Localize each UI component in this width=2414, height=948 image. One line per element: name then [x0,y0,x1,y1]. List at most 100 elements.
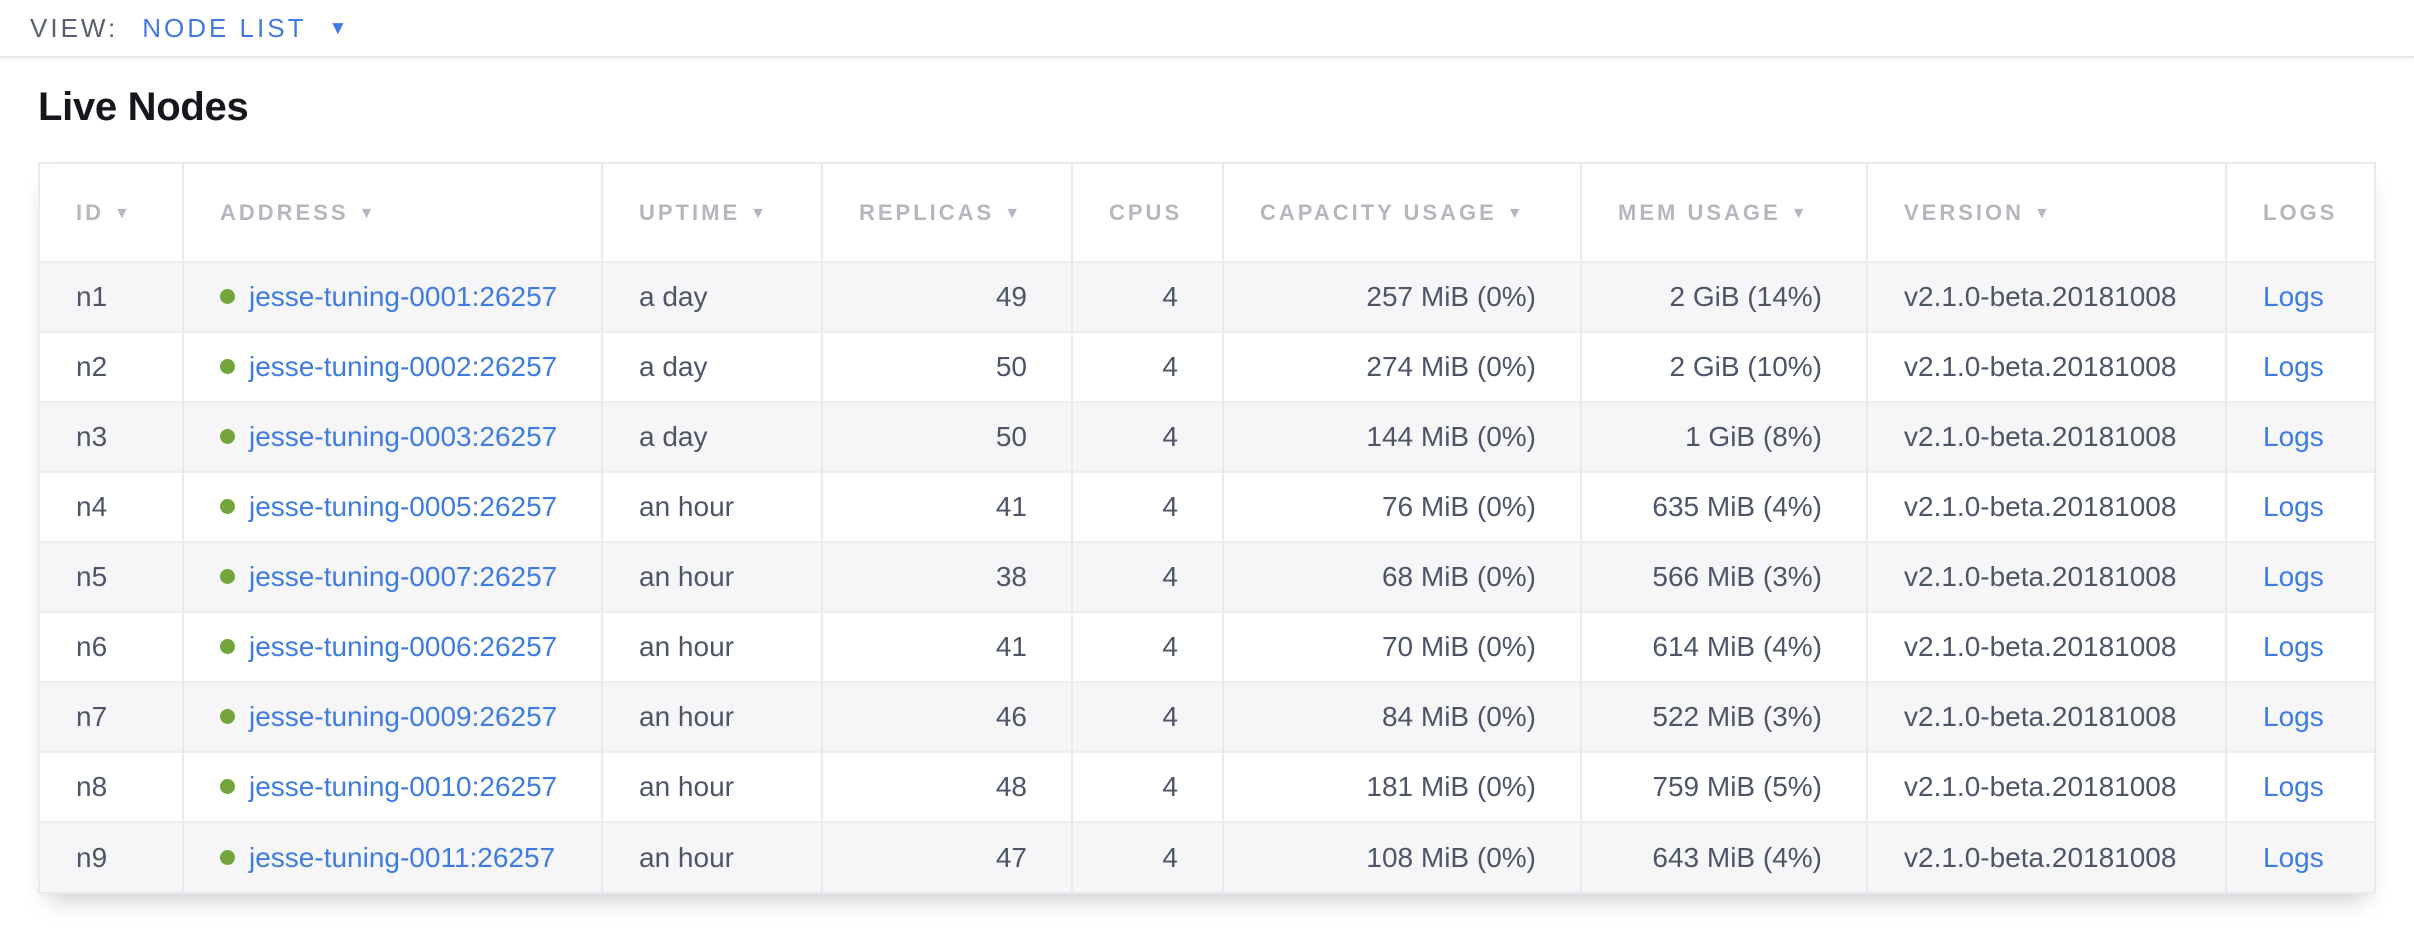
capacity-cell: 257 MiB (0%) [1222,262,1581,332]
column-header-label: UPTIME [639,199,741,225]
cpus-cell: 4 [1071,752,1223,822]
node-address-link[interactable]: jesse-tuning-0011:26257 [249,841,556,873]
node-logs-link[interactable]: Logs [2263,841,2324,873]
version-cell: v2.1.0-beta.20181008 [1866,542,2226,612]
node-logs-link[interactable]: Logs [2263,281,2324,312]
column-header-address[interactable]: ADDRESS ▼ [182,164,602,262]
uptime-cell: an hour [601,612,822,682]
node-logs-link[interactable]: Logs [2263,421,2324,452]
table-row: n5 jesse-tuning-0007:26257 an hour 38 4 68 Mi… [40,542,2374,612]
capacity-cell: 68 MiB (0%) [1222,542,1581,612]
node-address-link[interactable]: jesse-tuning-0002:26257 [249,351,558,382]
column-header-id[interactable]: ID ▼ [40,164,183,262]
logs-cell: Logs [2225,542,2374,612]
table-row: n7 jesse-tuning-0009:26257 an hour 46 4 84 Mi… [40,682,2374,752]
replicas-cell: 50 [821,402,1072,472]
version-cell: v2.1.0-beta.20181008 [1866,262,2226,332]
logs-cell: Logs [2225,472,2374,542]
column-header-label: ID [76,199,104,225]
capacity-cell: 274 MiB (0%) [1222,332,1581,402]
live-nodes-table: ID ▼ ADDRESS ▼ UPTIME ▼ REPLICAS ▼ CPUS CAPACITY … [40,164,2374,892]
logs-cell: Logs [2225,612,2374,682]
column-header-replicas[interactable]: REPLICAS ▼ [821,164,1072,262]
page-title: Live Nodes [38,85,249,129]
id-cell: n6 [76,631,108,662]
cpus-cell: 4 [1071,262,1223,332]
node-logs-link[interactable]: Logs [2263,491,2324,522]
replicas-cell: 46 [821,682,1072,752]
cpus-cell: 4 [1071,472,1223,542]
replicas-cell: 41 [821,472,1072,542]
node-address-link[interactable]: jesse-tuning-0010:26257 [249,771,558,802]
node-address-link[interactable]: jesse-tuning-0007:26257 [249,561,558,592]
cpus-cell: 4 [1071,682,1223,752]
node-logs-link[interactable]: Logs [2263,631,2324,662]
column-header-label: CPUS [1109,199,1183,225]
column-header-capacity[interactable]: CAPACITY USAGE ▼ [1222,164,1581,262]
node-status-healthy-icon [220,429,235,444]
replicas-cell: 50 [821,332,1072,402]
node-logs-link[interactable]: Logs [2263,771,2324,802]
address-cell: jesse-tuning-0010:26257 [182,752,602,822]
uptime-cell: an hour [601,682,822,752]
mem-cell: 2 GiB (14%) [1580,262,1867,332]
column-header-uptime[interactable]: UPTIME ▼ [601,164,822,262]
uptime-cell: an hour [601,822,822,892]
logs-cell: Logs [2225,682,2374,752]
table-row: n3 jesse-tuning-0003:26257 a day 50 4 144 MiB… [40,402,2374,472]
address-cell: jesse-tuning-0009:26257 [182,682,602,752]
node-logs-link[interactable]: Logs [2263,351,2324,382]
sort-desc-icon: ▼ [1004,204,1024,222]
node-address-link[interactable]: jesse-tuning-0003:26257 [249,421,558,452]
column-header-mem[interactable]: MEM USAGE ▼ [1580,164,1867,262]
version-cell: v2.1.0-beta.20181008 [1866,332,2226,402]
column-header-cpus: CPUS [1071,164,1223,262]
node-address-link[interactable]: jesse-tuning-0006:26257 [249,631,558,662]
replicas-cell: 48 [821,752,1072,822]
node-status-healthy-icon [220,359,235,374]
replicas-cell: 41 [821,612,1072,682]
id-cell: n2 [76,351,108,382]
sort-desc-icon: ▼ [358,204,378,222]
id-cell: n7 [76,701,108,732]
cpus-cell: 4 [1071,332,1223,402]
table-row: n6 jesse-tuning-0006:26257 an hour 41 4 70 Mi… [40,612,2374,682]
uptime-cell: a day [601,262,822,332]
id-cell: n4 [76,491,108,522]
version-cell: v2.1.0-beta.20181008 [1866,682,2226,752]
chevron-down-icon: ▼ [328,17,348,39]
sort-desc-icon: ▼ [750,204,769,222]
capacity-cell: 108 MiB (0%) [1222,822,1581,892]
capacity-cell: 144 MiB (0%) [1222,402,1581,472]
node-status-healthy-icon [220,499,235,514]
node-logs-link[interactable]: Logs [2263,561,2324,592]
uptime-cell: an hour [601,472,822,542]
node-address-link[interactable]: jesse-tuning-0001:26257 [249,281,558,312]
mem-cell: 566 MiB (3%) [1580,542,1867,612]
logs-cell: Logs [2225,262,2374,332]
id-cell: n5 [76,561,108,592]
view-dropdown[interactable]: NODE LIST ▼ [142,13,347,44]
node-status-healthy-icon [220,289,235,304]
uptime-cell: an hour [601,752,822,822]
replicas-cell: 38 [821,542,1072,612]
column-header-label: ADDRESS [220,199,349,225]
node-logs-link[interactable]: Logs [2263,701,2324,732]
node-address-link[interactable]: jesse-tuning-0009:26257 [249,701,558,732]
address-cell: jesse-tuning-0005:26257 [182,472,602,542]
mem-cell: 635 MiB (4%) [1580,472,1867,542]
cpus-cell: 4 [1071,402,1223,472]
capacity-cell: 76 MiB (0%) [1222,472,1581,542]
mem-cell: 759 MiB (5%) [1580,752,1867,822]
replicas-cell: 49 [821,262,1072,332]
column-header-version[interactable]: VERSION ▼ [1866,164,2226,262]
table-row: n2 jesse-tuning-0002:26257 a day 50 4 274 MiB… [40,332,2374,402]
node-address-link[interactable]: jesse-tuning-0005:26257 [249,491,558,522]
view-bar: VIEW: NODE LIST ▼ [0,0,2414,58]
node-status-healthy-icon [220,569,235,584]
column-header-label: LOGS [2263,199,2338,225]
column-header-label: REPLICAS [859,199,995,225]
node-status-healthy-icon [220,849,235,865]
cpus-cell: 4 [1071,612,1223,682]
node-status-healthy-icon [220,779,235,794]
